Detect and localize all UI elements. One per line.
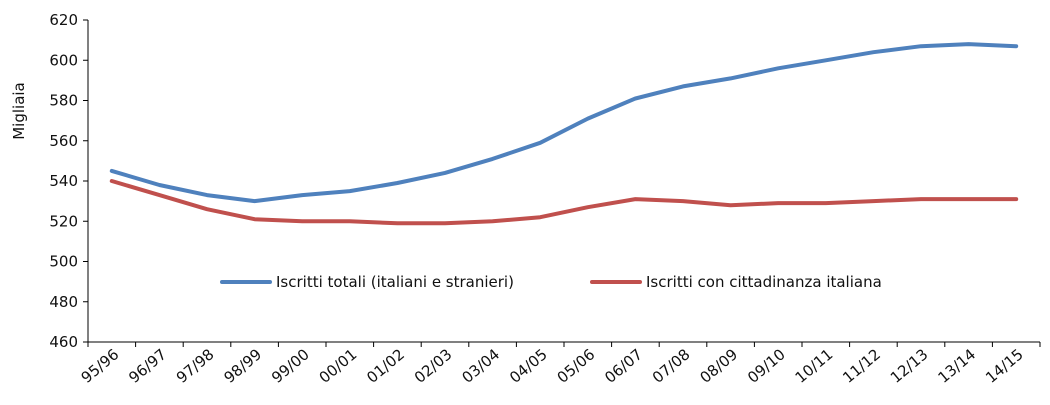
series-group <box>109 42 1019 226</box>
x-tick-label: 98/99 <box>220 345 265 387</box>
y-tick-label: 600 <box>49 51 78 69</box>
x-tick-label: 05/06 <box>554 345 599 387</box>
x-tick-label: 97/98 <box>173 345 218 387</box>
legend-label-2: Iscritti con cittadinanza italiana <box>646 273 882 291</box>
x-tick-label: 06/07 <box>601 345 646 387</box>
x-tick-label: 12/13 <box>887 345 932 387</box>
series-line-1 <box>109 42 1019 204</box>
y-tick-label: 540 <box>49 172 78 190</box>
x-tick-label: 03/04 <box>458 345 503 387</box>
x-tick-label: 02/03 <box>411 345 456 387</box>
series-line-2 <box>109 179 1019 226</box>
y-tick-label: 580 <box>49 92 78 110</box>
x-tick-label: 96/97 <box>125 345 170 387</box>
legend: Iscritti totali (italiani e stranieri) Is… <box>220 273 882 291</box>
x-tick-label: 08/09 <box>696 345 741 387</box>
y-tick-label: 480 <box>49 293 78 311</box>
y-tick-label: 500 <box>49 253 78 271</box>
x-tick-label: 99/00 <box>268 345 313 387</box>
x-axis: 95/96 96/97 97/98 98/99 99/00 00/01 01/02 02/03… <box>78 341 1041 387</box>
y-tick-label: 520 <box>49 212 78 230</box>
x-tick-label: 09/10 <box>744 345 789 387</box>
x-tick-label: 01/02 <box>363 345 408 387</box>
x-tick-label: 14/15 <box>982 345 1027 387</box>
y-axis: 460 480 500 520 540 560 580 600 620 <box>49 11 89 351</box>
y-tick-label: 560 <box>49 132 78 150</box>
x-tick-label: 00/01 <box>316 345 361 387</box>
x-tick-label: 11/12 <box>839 345 884 387</box>
x-tick-label: 13/14 <box>934 345 979 387</box>
y-tick-label: 460 <box>49 333 78 351</box>
x-tick-label: 95/96 <box>78 345 123 387</box>
y-axis-label: Migliaia <box>10 82 28 140</box>
y-tick-label: 620 <box>49 11 78 29</box>
legend-label-1: Iscritti totali (italiani e stranieri) <box>276 273 514 291</box>
x-tick-label: 04/05 <box>506 345 551 387</box>
x-tick-label: 10/11 <box>792 345 837 387</box>
x-tick-label: 07/08 <box>649 345 694 387</box>
